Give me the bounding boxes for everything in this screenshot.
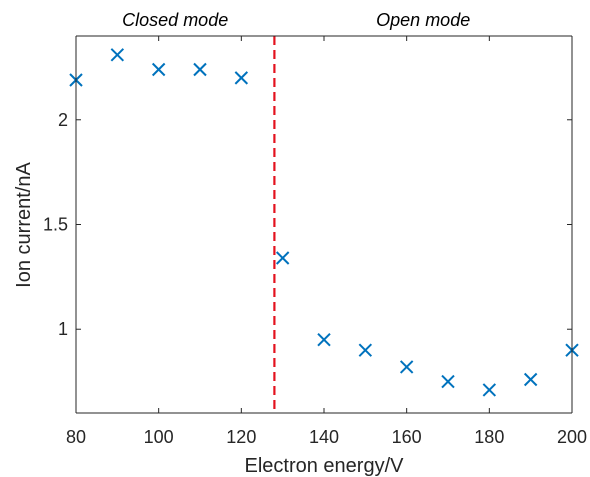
data-points-layer [69, 48, 579, 397]
x-tick-label: 80 [66, 427, 86, 447]
annotation-open-mode: Open mode [376, 10, 470, 30]
x-tick-label: 100 [144, 427, 174, 447]
data-point [523, 372, 538, 387]
x-tick-label: 120 [226, 427, 256, 447]
y-tick-label: 2 [58, 110, 68, 130]
tick-labels-layer: 80 100 120 140 160 180 200 1 1.5 2 [43, 110, 587, 447]
data-point [317, 332, 331, 347]
x-tick-label: 140 [309, 427, 339, 447]
data-point [275, 251, 290, 265]
x-tick-label: 160 [392, 427, 422, 447]
annotation-closed-mode: Closed mode [122, 10, 228, 30]
data-point [399, 360, 414, 374]
x-tick-label: 200 [557, 427, 587, 447]
data-point [151, 62, 166, 77]
data-point [482, 383, 497, 397]
data-point [358, 343, 373, 357]
data-point [234, 71, 249, 85]
data-point [110, 48, 125, 62]
y-tick-label: 1 [58, 319, 68, 339]
x-axis-title: Electron energy/V [245, 455, 405, 477]
data-point [193, 62, 207, 77]
x-tick-label: 180 [474, 427, 504, 447]
axes-layer [75, 35, 573, 414]
data-point [441, 374, 455, 389]
y-axis-title: Ion current/nA [13, 162, 35, 288]
y-tick-label: 1.5 [43, 215, 68, 235]
plot-area [76, 36, 572, 413]
